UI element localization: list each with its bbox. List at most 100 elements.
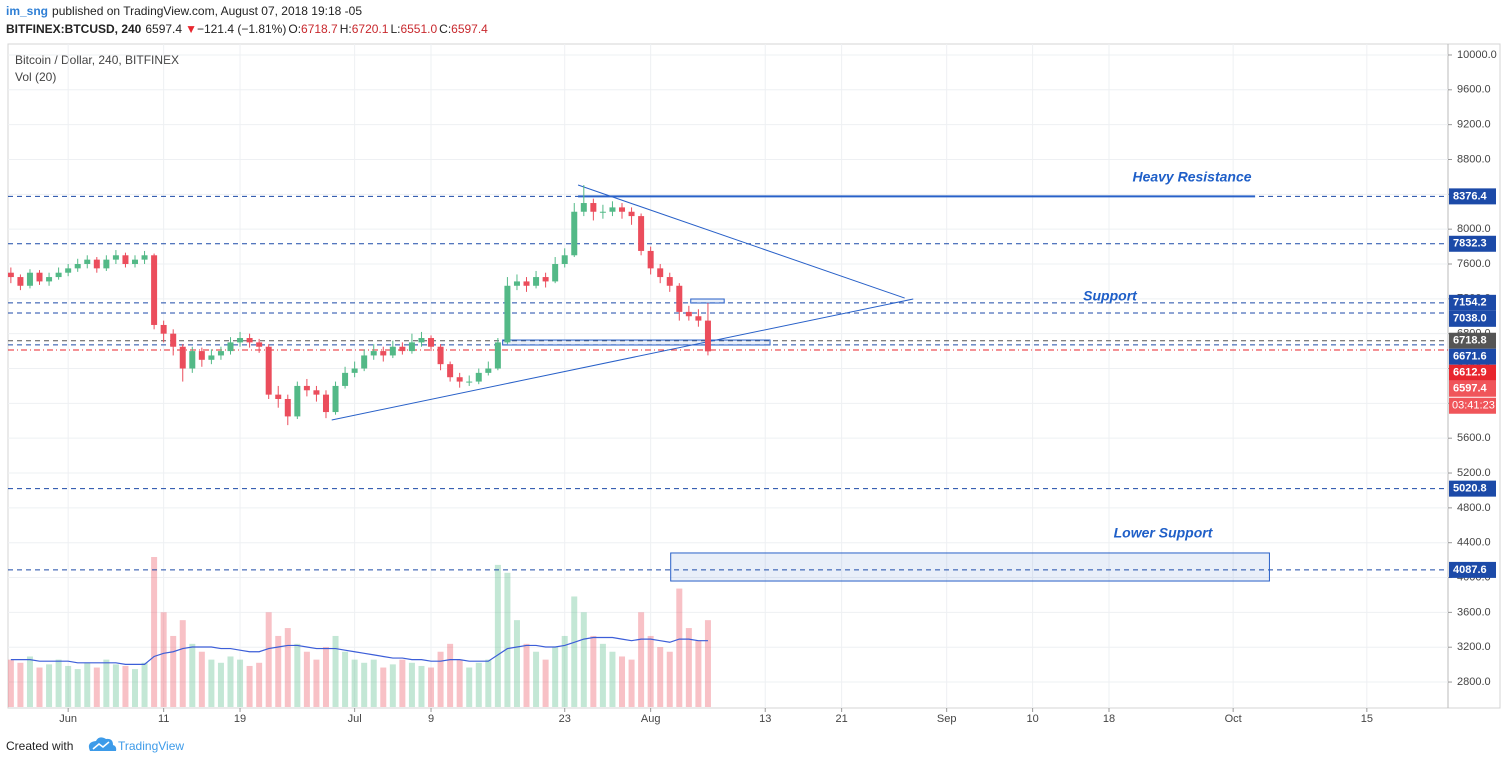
candle-body — [466, 381, 473, 383]
volume-bar — [428, 667, 435, 707]
candle-body — [46, 277, 53, 282]
volume-bar — [275, 635, 282, 707]
candle-body — [93, 259, 100, 269]
l-key: L: — [390, 22, 400, 36]
y-tick-label: 3200.0 — [1457, 641, 1491, 653]
arrow: ▼ — [185, 22, 197, 36]
candle-body — [370, 351, 377, 356]
c-value: 6597.4 — [451, 22, 488, 36]
x-tick-label: 10 — [1026, 713, 1038, 725]
h-value: 6720.1 — [352, 22, 389, 36]
x-tick-label: Aug — [641, 713, 661, 725]
footer-brand[interactable]: TradingView — [118, 739, 184, 753]
volume-bar — [141, 662, 148, 707]
price-badge-label: 6597.4 — [1453, 383, 1488, 395]
candle-body — [227, 342, 234, 352]
candle-body — [122, 255, 129, 264]
volume-bar — [342, 651, 349, 707]
volume-bar — [237, 659, 244, 707]
candle-body — [561, 255, 568, 264]
price-badge — [1449, 380, 1496, 397]
candle-body — [685, 311, 692, 317]
candle-body — [112, 255, 119, 260]
price-badge-label: 6718.8 — [1453, 335, 1487, 347]
volume-bar — [198, 651, 205, 707]
volume-bar — [466, 667, 473, 707]
tv-logo[interactable]: TradingView — [88, 737, 185, 753]
volume-bar — [657, 647, 664, 707]
candle-body — [246, 338, 253, 343]
candle-body — [170, 333, 177, 347]
x-tick-label: 9 — [428, 713, 434, 725]
candle-body — [437, 346, 444, 365]
volume-bar — [599, 643, 606, 707]
volume-bar — [447, 643, 454, 707]
volume-bar — [676, 588, 683, 707]
candle-body — [447, 364, 454, 378]
candle-body — [284, 398, 291, 417]
candle-body — [428, 338, 435, 347]
price-badge — [1449, 188, 1496, 205]
candle-body — [103, 259, 110, 269]
volume-bar — [685, 628, 692, 707]
price-badge — [1449, 310, 1496, 327]
volume-bar — [246, 665, 253, 707]
volume-bar — [227, 656, 234, 707]
candle-body — [294, 385, 301, 417]
candle-body — [26, 272, 33, 286]
volume-bar — [456, 659, 463, 707]
price: 6597.4 — [145, 22, 182, 36]
price-badge-label: 7154.2 — [1453, 297, 1487, 309]
legend-symbol: Bitcoin / Dollar, 240, BITFINEX — [15, 53, 179, 67]
price-badge-label: 7038.0 — [1453, 313, 1487, 325]
y-tick-label: 7600.0 — [1457, 258, 1491, 270]
volume-bar — [666, 651, 673, 707]
volume-ma — [10, 636, 708, 665]
volume-bar — [189, 643, 196, 707]
candle-body — [322, 394, 329, 413]
trend-line — [331, 298, 914, 421]
candle-body — [504, 285, 511, 343]
candle-body — [542, 277, 549, 282]
candle-body — [494, 342, 501, 369]
volume-bar — [26, 656, 33, 707]
candle-body — [380, 351, 387, 356]
candle-body — [8, 272, 14, 278]
candle-body — [475, 372, 482, 382]
candle-body — [657, 268, 664, 278]
volume-bar — [513, 620, 520, 707]
c-key: C: — [439, 22, 451, 36]
volume-bar — [256, 662, 263, 707]
legend-volume: Vol (20) — [15, 70, 56, 84]
volume-bar — [418, 665, 425, 707]
volume-bar — [370, 659, 377, 707]
volume-bar — [494, 564, 501, 707]
zone-box — [690, 298, 725, 304]
candle-body — [342, 372, 349, 386]
candle-body — [151, 255, 158, 325]
candle-body — [418, 338, 425, 343]
volume-bar — [313, 659, 320, 707]
user[interactable]: im_sng — [6, 4, 48, 18]
volume-bar — [84, 662, 91, 707]
candle-body — [275, 394, 282, 399]
candle-body — [36, 272, 43, 282]
candle-body — [208, 355, 215, 360]
volume-bar — [208, 659, 215, 707]
y-tick-label: 4400.0 — [1457, 537, 1491, 549]
y-tick-label: 5600.0 — [1457, 432, 1491, 444]
volume-bar — [284, 628, 291, 707]
x-tick-label: Jun — [59, 713, 77, 725]
volume-bar — [561, 635, 568, 707]
price-badge-label: 8376.4 — [1453, 190, 1488, 202]
trend-line — [577, 184, 905, 299]
change: −121.4 (−1.81%) — [197, 22, 286, 36]
candle-body — [523, 281, 530, 286]
volume-bar — [704, 620, 711, 707]
volume-bar — [265, 612, 272, 707]
volume-bar — [638, 612, 645, 707]
annotation: Heavy Resistance — [1132, 169, 1251, 185]
candle-body — [580, 203, 587, 212]
volume-bar — [294, 643, 301, 707]
y-tick-label: 2800.0 — [1457, 676, 1491, 688]
